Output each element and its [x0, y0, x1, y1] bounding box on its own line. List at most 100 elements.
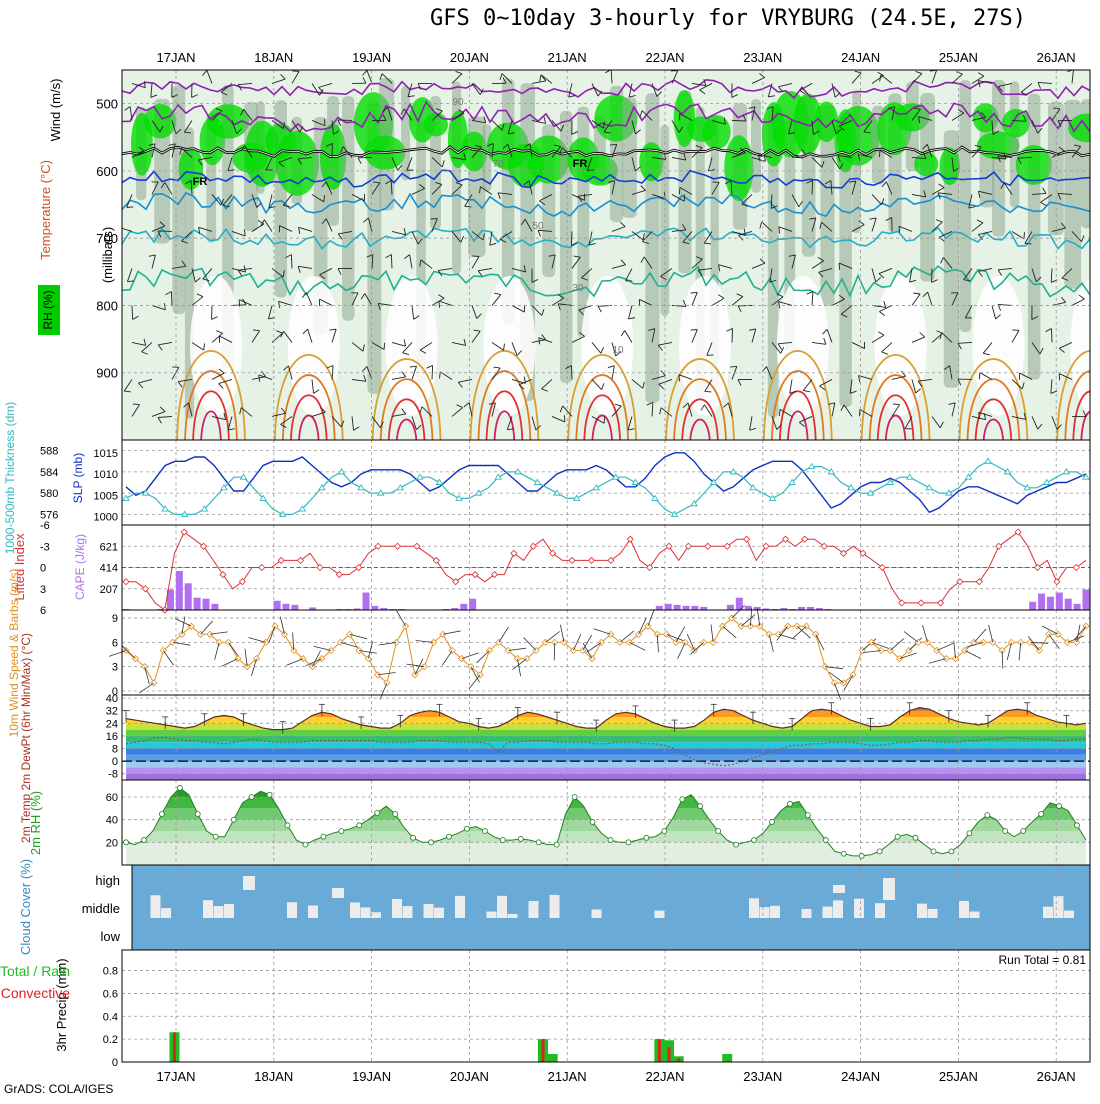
cape-bar	[1056, 593, 1063, 610]
precip-tick-label: 0	[112, 1057, 118, 1069]
wind-barb	[937, 643, 954, 650]
wind-barb	[769, 634, 773, 651]
rh-marker	[895, 834, 900, 839]
wind-barb	[711, 625, 713, 643]
cloud-background	[132, 865, 1090, 950]
lifted-index-marker	[317, 565, 323, 571]
wind-barb	[229, 642, 239, 657]
wind-barb	[173, 642, 191, 645]
wind-barb	[286, 659, 303, 666]
rh-shade-column	[645, 93, 659, 403]
cape-bar	[283, 604, 290, 610]
cloud-middle-block	[361, 907, 371, 918]
cape-bar	[674, 605, 681, 610]
cloud-middle-block	[203, 900, 213, 918]
rh-marker	[1039, 812, 1044, 817]
cape-bar	[203, 599, 210, 610]
cape-bar	[683, 606, 690, 610]
cloud-middle-block	[875, 903, 885, 918]
rh-contour-label: 30	[572, 283, 584, 294]
rh-marker	[500, 838, 505, 843]
rh-marker	[698, 804, 703, 809]
rh-axis-label: 2m RH (%)	[28, 791, 43, 855]
cloud-row-label: high	[95, 873, 120, 888]
cape-bar	[745, 606, 752, 610]
wind-panel-frame	[122, 610, 1090, 695]
rh-marker	[716, 829, 721, 834]
cloud-middle-block	[655, 911, 665, 918]
rh-color-band	[122, 808, 1090, 819]
cloud-middle-block	[1064, 911, 1074, 918]
rh-tick-label: 40	[106, 815, 118, 827]
precip-panel-frame	[122, 950, 1090, 1062]
rh-marker	[967, 831, 972, 836]
rh-tick-label: 20	[106, 837, 118, 849]
rh-marker	[752, 838, 757, 843]
li-tick-label: -6	[40, 520, 50, 532]
wind-barb	[109, 650, 126, 656]
cloud-middle-block	[833, 900, 843, 918]
date-label-bottom: 20JAN	[450, 1069, 489, 1084]
lifted-index-marker	[685, 543, 691, 549]
rh-low-patch	[875, 276, 927, 416]
temp-contour-label: -5	[373, 507, 386, 524]
precip-total-bar	[548, 1054, 558, 1062]
temp-color-band	[122, 749, 1090, 755]
cloud-middle-block	[403, 906, 413, 918]
precip-tick-label: 0.2	[103, 1034, 118, 1046]
lifted-index-marker	[259, 565, 265, 571]
wind-barb	[812, 180, 813, 194]
date-label-top: 23JAN	[743, 50, 782, 65]
wind-label: Wind (m/s)	[48, 79, 63, 142]
cape-bar	[185, 583, 192, 610]
cloud-high-block	[243, 876, 255, 890]
wind-barb	[929, 659, 946, 664]
rh-contour-label: 90	[452, 97, 464, 108]
date-label-bottom: 21JAN	[548, 1069, 587, 1084]
rh-marker	[213, 834, 218, 839]
wind-tick-label: 6	[112, 637, 118, 649]
rh-marker	[859, 853, 864, 858]
cloud-middle-block	[970, 912, 980, 918]
rh-marker	[339, 829, 344, 834]
cloud-middle-block	[151, 895, 161, 918]
wind-barb	[291, 254, 292, 268]
rh-low-patch	[288, 276, 340, 416]
rh-color-band	[122, 842, 1090, 865]
date-label-top: 21JAN	[548, 50, 587, 65]
precip-convective-bar	[677, 1059, 680, 1062]
wind-barb	[508, 648, 526, 650]
cape-tick-label: 621	[100, 541, 118, 553]
rh-shade-column	[1028, 94, 1041, 380]
date-label-top: 25JAN	[939, 50, 978, 65]
wind-barb	[989, 625, 993, 643]
temp-color-band	[122, 742, 1090, 748]
lifted-index-marker	[550, 550, 556, 556]
cloud-middle-block	[1043, 907, 1053, 918]
footer-credit: GrADS: COLA/IGES	[4, 1082, 113, 1096]
rh-marker	[985, 813, 990, 818]
rh-shade-column	[920, 93, 935, 281]
wind-barb	[432, 365, 433, 379]
pressure-tick-label: 800	[96, 298, 118, 313]
rh-marker	[446, 834, 451, 839]
cloud-middle-block	[487, 912, 497, 918]
lifted-index-marker	[569, 557, 575, 563]
rh-marker	[877, 849, 882, 854]
cloud-middle-block	[214, 906, 224, 918]
wind-barb	[741, 615, 755, 627]
wind-barb	[406, 664, 424, 667]
li-tick-label: 0	[40, 563, 46, 575]
rh-high-patch	[1002, 109, 1030, 137]
rh-marker	[626, 840, 631, 845]
precip-tick-label: 0.8	[103, 966, 118, 978]
temperature-label: Temperature (°C)	[38, 160, 53, 260]
rh-marker	[375, 810, 380, 815]
temp-contour-label: 5	[786, 583, 794, 600]
lifted-index-marker	[123, 579, 129, 585]
precip-convective-bar	[668, 1047, 671, 1062]
wind-barb	[560, 625, 564, 643]
date-label-top: 20JAN	[450, 50, 489, 65]
rh-marker	[931, 849, 936, 854]
cloud-middle-block	[287, 902, 297, 918]
